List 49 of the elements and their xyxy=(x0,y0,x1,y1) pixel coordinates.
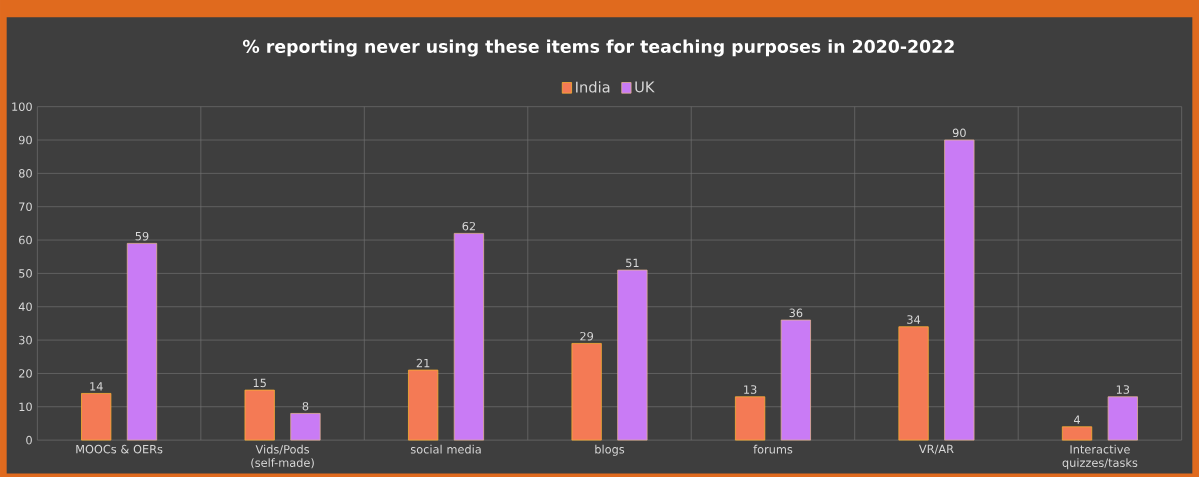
bar xyxy=(126,242,158,441)
legend-label: UK xyxy=(635,81,655,93)
y-tick-label: 40 xyxy=(18,302,32,311)
bar xyxy=(81,392,112,441)
y-tick-label: 60 xyxy=(19,235,32,245)
chart-title: % reporting never using these items for teaching purposes in 2020-2022 xyxy=(242,39,954,57)
data-label: 13 xyxy=(1116,385,1130,394)
bar xyxy=(244,389,275,441)
bar xyxy=(1107,396,1138,441)
y-tick-label: 20 xyxy=(19,368,32,378)
y-tick-label: 0 xyxy=(26,435,32,445)
bar xyxy=(571,342,602,441)
bar xyxy=(408,369,439,441)
bar xyxy=(453,232,485,441)
y-tick-label: 100 xyxy=(12,102,32,111)
data-label: 34 xyxy=(907,315,921,324)
data-label: 59 xyxy=(135,231,149,241)
x-tick-label: Interactive quizzes/tasks xyxy=(1062,444,1138,469)
data-label: 36 xyxy=(789,308,803,317)
data-label: 21 xyxy=(416,358,430,367)
x-tick-label: social media xyxy=(410,444,481,454)
y-tick-label: 90 xyxy=(18,135,32,145)
legend-label: India xyxy=(576,81,610,93)
x-tick-label: Vids/Pods (self-made) xyxy=(251,444,314,469)
data-label: 13 xyxy=(744,385,757,394)
y-tick-label: 70 xyxy=(19,202,32,211)
x-tick-label: forums xyxy=(753,444,793,454)
data-label: 4 xyxy=(1073,415,1080,424)
bar xyxy=(780,319,811,441)
bar xyxy=(617,269,648,441)
data-label: 8 xyxy=(302,401,309,411)
x-tick-label: MOOCs & OERs xyxy=(76,444,163,454)
y-tick-label: 80 xyxy=(18,168,32,178)
y-tick-label: 10 xyxy=(19,402,32,411)
data-label: 90 xyxy=(952,128,966,137)
data-label: 29 xyxy=(580,331,594,341)
bar xyxy=(1061,426,1093,441)
y-tick-label: 50 xyxy=(19,268,32,278)
bar xyxy=(944,139,975,441)
data-label: 14 xyxy=(90,382,103,391)
bar xyxy=(898,326,929,441)
bar xyxy=(290,412,321,441)
bar xyxy=(734,396,766,441)
x-tick-label: blogs xyxy=(595,444,625,456)
y-tick-label: 30 xyxy=(19,335,32,345)
data-label: 15 xyxy=(253,378,266,387)
x-tick-label: VR/AR xyxy=(918,444,954,454)
data-label: 62 xyxy=(462,221,476,231)
data-label: 51 xyxy=(626,258,639,267)
